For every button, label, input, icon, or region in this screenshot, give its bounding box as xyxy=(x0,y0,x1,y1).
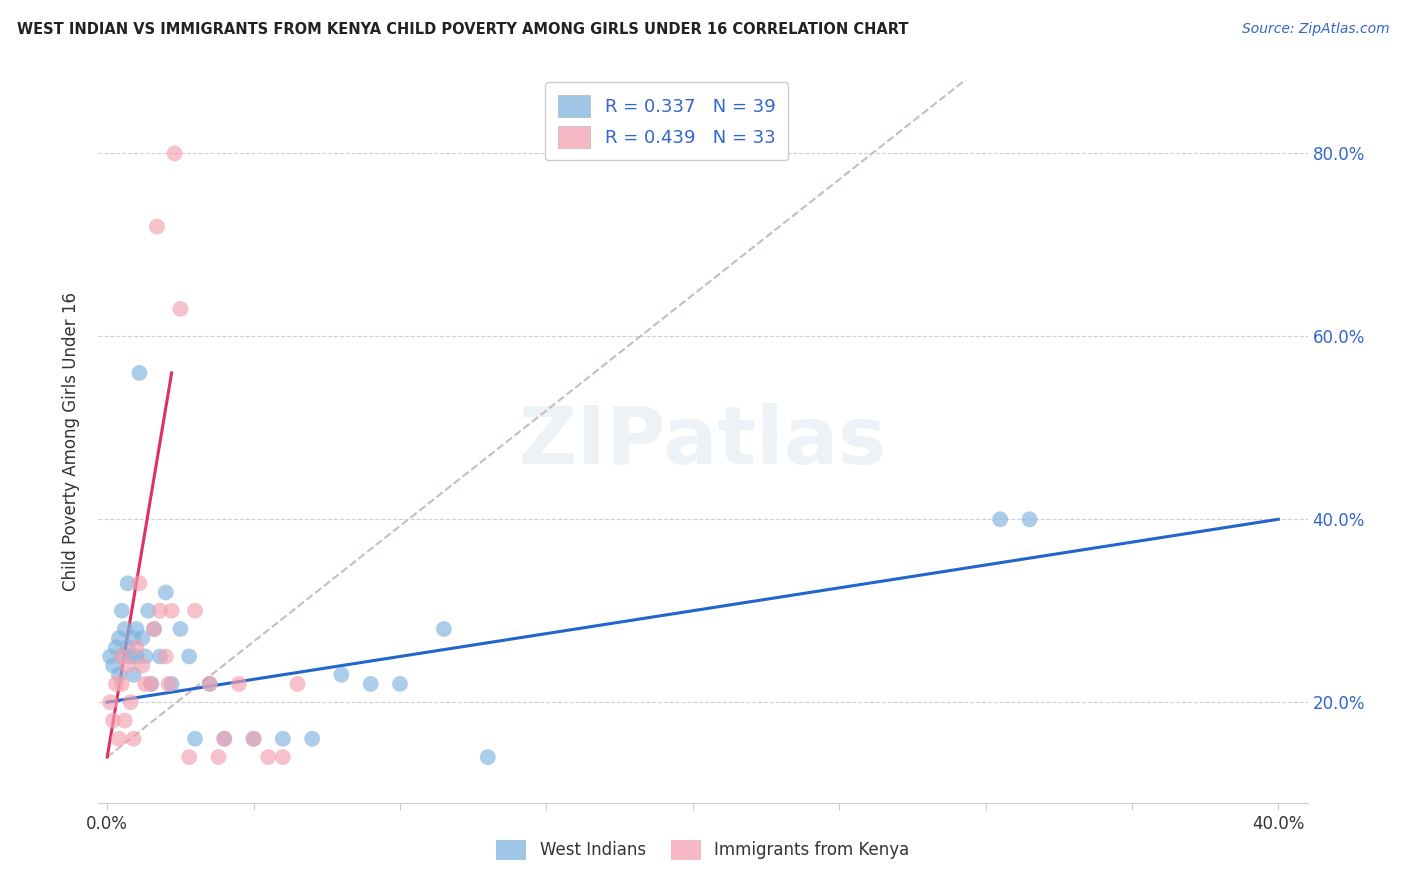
Immigrants from Kenya xyxy=(169,301,191,316)
West Indians xyxy=(477,750,499,764)
Immigrants from Kenya xyxy=(146,219,169,234)
West Indians xyxy=(111,604,134,618)
Text: ZIPatlas: ZIPatlas xyxy=(519,402,887,481)
West Indians xyxy=(111,649,134,664)
West Indians xyxy=(198,677,221,691)
West Indians xyxy=(139,677,162,691)
Immigrants from Kenya xyxy=(134,677,156,691)
West Indians xyxy=(108,631,131,645)
West Indians xyxy=(143,622,166,636)
West Indians xyxy=(149,649,172,664)
West Indians xyxy=(117,576,139,591)
West Indians xyxy=(122,631,145,645)
Immigrants from Kenya xyxy=(179,750,201,764)
Immigrants from Kenya xyxy=(271,750,294,764)
Immigrants from Kenya xyxy=(157,677,180,691)
Immigrants from Kenya xyxy=(131,658,153,673)
West Indians xyxy=(1018,512,1040,526)
Legend: West Indians, Immigrants from Kenya: West Indians, Immigrants from Kenya xyxy=(489,833,917,867)
Immigrants from Kenya xyxy=(117,658,139,673)
Immigrants from Kenya xyxy=(163,146,186,161)
West Indians xyxy=(214,731,236,746)
West Indians xyxy=(155,585,177,599)
West Indians xyxy=(988,512,1011,526)
Immigrants from Kenya xyxy=(160,604,183,618)
Immigrants from Kenya xyxy=(228,677,250,691)
Y-axis label: Child Poverty Among Girls Under 16: Child Poverty Among Girls Under 16 xyxy=(62,292,80,591)
West Indians xyxy=(271,731,294,746)
West Indians xyxy=(330,667,353,681)
West Indians xyxy=(388,677,411,691)
Immigrants from Kenya xyxy=(111,649,134,664)
West Indians xyxy=(101,658,124,673)
West Indians xyxy=(160,677,183,691)
Immigrants from Kenya xyxy=(104,677,127,691)
Immigrants from Kenya xyxy=(108,731,131,746)
Immigrants from Kenya xyxy=(122,731,145,746)
West Indians xyxy=(433,622,456,636)
Immigrants from Kenya xyxy=(98,695,121,709)
West Indians xyxy=(104,640,127,655)
Immigrants from Kenya xyxy=(242,731,264,746)
West Indians xyxy=(136,604,159,618)
Immigrants from Kenya xyxy=(257,750,280,764)
West Indians xyxy=(301,731,323,746)
Immigrants from Kenya xyxy=(149,604,172,618)
Immigrants from Kenya xyxy=(214,731,236,746)
West Indians xyxy=(108,667,131,681)
Immigrants from Kenya xyxy=(198,677,221,691)
West Indians xyxy=(242,731,264,746)
West Indians xyxy=(125,622,148,636)
West Indians xyxy=(125,649,148,664)
Immigrants from Kenya xyxy=(128,576,150,591)
Immigrants from Kenya xyxy=(120,695,142,709)
West Indians xyxy=(120,649,142,664)
Immigrants from Kenya xyxy=(184,604,207,618)
Immigrants from Kenya xyxy=(125,640,148,655)
Immigrants from Kenya xyxy=(114,714,136,728)
West Indians xyxy=(184,731,207,746)
Immigrants from Kenya xyxy=(143,622,166,636)
West Indians xyxy=(134,649,156,664)
West Indians xyxy=(169,622,191,636)
Immigrants from Kenya xyxy=(111,677,134,691)
West Indians xyxy=(128,366,150,380)
West Indians xyxy=(114,622,136,636)
West Indians xyxy=(131,631,153,645)
West Indians xyxy=(179,649,201,664)
Immigrants from Kenya xyxy=(287,677,309,691)
Immigrants from Kenya xyxy=(207,750,229,764)
West Indians xyxy=(122,667,145,681)
Immigrants from Kenya xyxy=(101,714,124,728)
Text: WEST INDIAN VS IMMIGRANTS FROM KENYA CHILD POVERTY AMONG GIRLS UNDER 16 CORRELAT: WEST INDIAN VS IMMIGRANTS FROM KENYA CHI… xyxy=(17,22,908,37)
West Indians xyxy=(360,677,382,691)
Text: Source: ZipAtlas.com: Source: ZipAtlas.com xyxy=(1241,22,1389,37)
Immigrants from Kenya xyxy=(139,677,162,691)
Immigrants from Kenya xyxy=(155,649,177,664)
West Indians xyxy=(98,649,121,664)
West Indians xyxy=(117,640,139,655)
